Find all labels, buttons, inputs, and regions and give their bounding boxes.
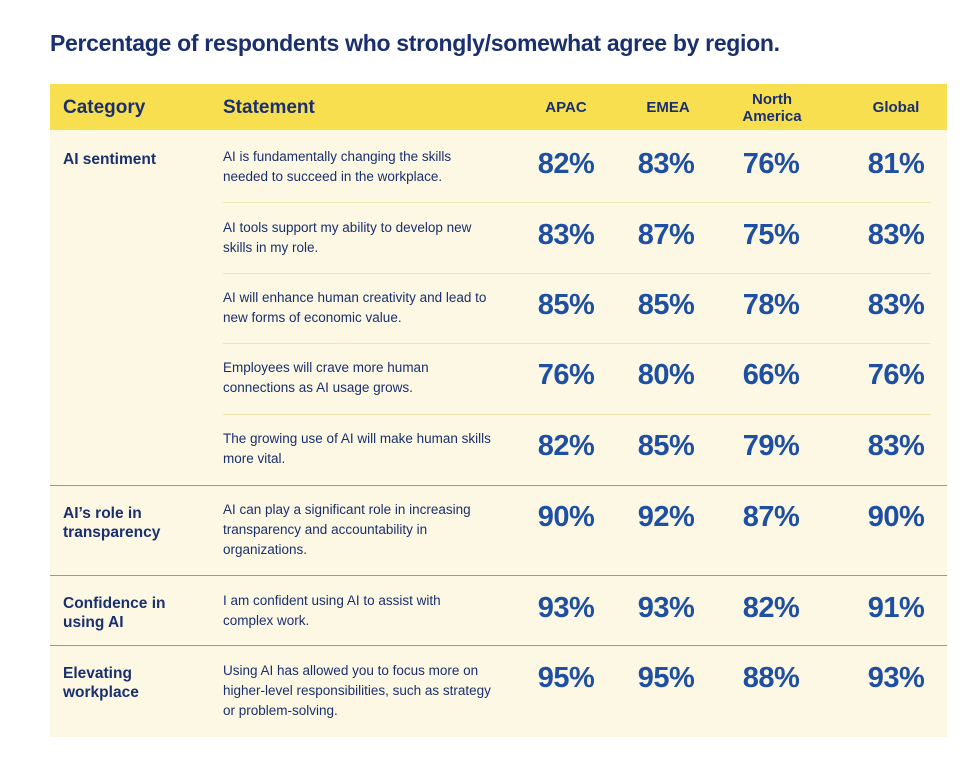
value-apac: 93% [537,592,595,624]
value-emea: 93% [637,592,695,624]
value-apac: 83% [537,219,595,251]
value-global: 76% [867,359,925,391]
value-global: 90% [867,501,925,533]
header-global: Global [872,99,920,116]
value-global: 81% [867,148,925,180]
value-apac: 82% [537,148,595,180]
statement-text: Employees will crave more human connecti… [223,360,429,395]
header-statement: Statement [223,97,315,118]
category-label: Confidence in using AI [63,595,166,631]
group-divider [50,485,947,486]
statement-text: AI is fundamentally changing the skills … [223,149,452,184]
value-emea: 87% [637,219,695,251]
row-divider [223,343,931,344]
value-apac: 85% [537,289,595,321]
value-emea: 95% [637,662,695,694]
value-apac: 82% [537,430,595,462]
value-north-america: 78% [742,289,800,321]
value-north-america: 66% [742,359,800,391]
statement-text: Using AI has allowed you to focus more o… [223,663,491,718]
data-table: Category Statement APAC EMEA North Ameri… [50,84,947,737]
value-global: 83% [867,289,925,321]
category-label: AI sentiment [63,151,157,168]
value-apac: 90% [537,501,595,533]
header-category: Category [63,97,146,118]
value-global: 91% [867,592,925,624]
header-emea: EMEA [646,99,690,116]
header-north-america: North America [742,91,802,125]
value-emea: 85% [637,430,695,462]
row-divider [223,273,931,274]
category-label: AI’s role in transparency [63,505,161,541]
chart-title: Percentage of respondents who strongly/s… [50,30,780,56]
value-north-america: 88% [742,662,800,694]
value-global: 93% [867,662,925,694]
statement-text: The growing use of AI will make human sk… [223,431,491,466]
statement-text: AI tools support my ability to develop n… [223,220,472,255]
value-global: 83% [867,430,925,462]
statement-text: AI will enhance human creativity and lea… [223,290,487,325]
value-north-america: 75% [742,219,800,251]
group-divider [50,645,947,646]
value-north-america: 76% [742,148,800,180]
value-north-america: 82% [742,592,800,624]
statement-text: I am confident using AI to assist with c… [223,593,441,628]
value-global: 83% [867,219,925,251]
value-emea: 83% [637,148,695,180]
header-apac: APAC [545,99,587,116]
table-header: Category Statement APAC EMEA North Ameri… [50,84,947,130]
value-emea: 85% [637,289,695,321]
value-emea: 80% [637,359,695,391]
value-apac: 76% [537,359,595,391]
group-divider [50,575,947,576]
value-north-america: 87% [742,501,800,533]
row-divider [223,202,931,203]
row-divider [223,414,931,415]
statement-text: AI can play a significant role in increa… [223,502,471,557]
value-emea: 92% [637,501,695,533]
value-north-america: 79% [742,430,800,462]
value-apac: 95% [537,662,595,694]
category-label: Elevating workplace [63,665,139,701]
